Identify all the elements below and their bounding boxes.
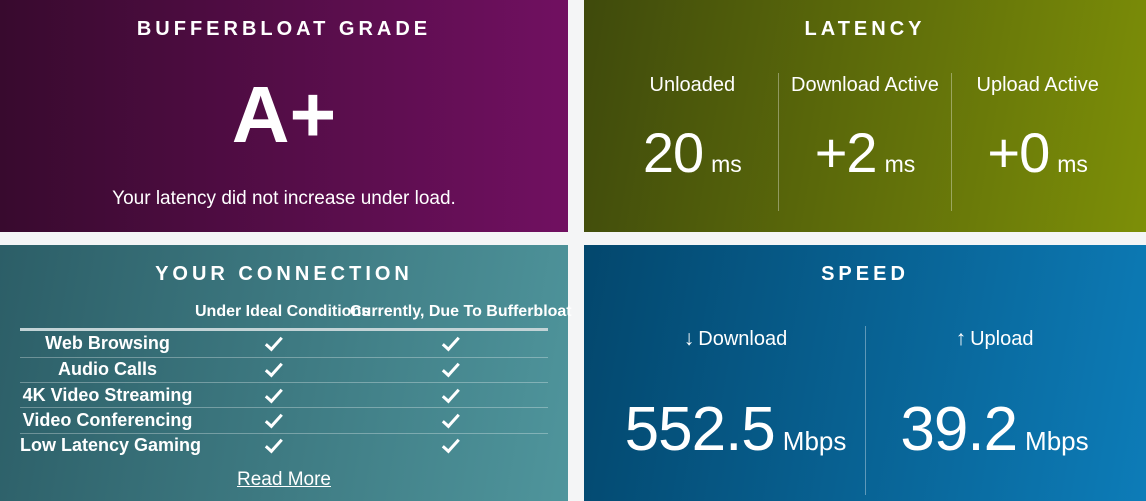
speed-unit: Mbps <box>1025 426 1089 457</box>
check-icon <box>264 435 283 454</box>
table-row: 4K Video Streaming <box>20 381 548 407</box>
check-icon <box>441 435 460 454</box>
speed-panel-title: SPEED <box>821 263 909 285</box>
check-icon <box>441 409 460 429</box>
download-arrow-icon: ↓ <box>683 327 695 350</box>
latency-metric-upload-active: Upload Active +0 ms <box>950 73 1124 211</box>
latency-metric-label: Upload Active <box>976 74 1099 96</box>
latency-metric-label: Download Active <box>791 74 939 96</box>
latency-metric-value: 20 <box>642 121 704 184</box>
latency-metrics: Unloaded 20 ms Download Active +2 ms Upl… <box>606 73 1123 211</box>
check-icon <box>264 358 283 378</box>
grade-description: Your latency did not increase under load… <box>112 188 456 209</box>
latency-metric-value: +0 <box>987 121 1050 184</box>
check-icon <box>264 333 283 352</box>
row-label: Audio Calls <box>57 359 157 380</box>
row-label: 4K Video Streaming <box>22 384 193 405</box>
latency-panel-title: LATENCY <box>804 18 926 40</box>
table-row: Web Browsing <box>20 331 548 356</box>
speed-metric-label: Upload <box>970 328 1034 350</box>
download-speed-value: 552.5 <box>624 395 776 465</box>
latency-metric-label: Unloaded <box>649 74 736 96</box>
upload-speed-value: 39.2 <box>900 395 1018 465</box>
latency-metric-download-active: Download Active +2 ms <box>778 73 951 211</box>
row-label: Web Browsing <box>45 333 170 354</box>
connection-panel: YOUR CONNECTION Under Ideal Conditions C… <box>0 245 572 501</box>
check-icon <box>264 409 283 429</box>
check-icon <box>441 358 460 378</box>
speed-panel: SPEED ↓ Download 552.5 Mbps ↑ Upload 39.2 … <box>584 245 1146 501</box>
grade-value-wrap: A+ <box>232 41 337 188</box>
latency-metric-unit: ms <box>1057 151 1088 177</box>
upload-arrow-icon: ↑ <box>955 327 967 350</box>
connection-table: Under Ideal Conditions Currently, Due To… <box>20 302 572 458</box>
row-label: Low Latency Gaming <box>20 435 202 456</box>
column-header-ideal: Under Ideal Conditions <box>195 303 371 320</box>
grade-value: A+ <box>231 69 337 159</box>
connection-panel-title: YOUR CONNECTION <box>155 263 413 285</box>
check-icon <box>264 384 283 403</box>
latency-metric-value: +2 <box>814 121 878 184</box>
speed-metrics: ↓ Download 552.5 Mbps ↑ Upload 39.2 Mbps <box>606 326 1124 496</box>
row-label: Video Conferencing <box>22 410 193 431</box>
latency-panel: LATENCY Unloaded 20 ms Download Active +… <box>584 0 1146 232</box>
latency-metric-unit: ms <box>884 151 916 177</box>
table-row: Audio Calls <box>20 356 548 382</box>
speed-metric-upload: ↑ Upload 39.2 Mbps <box>864 326 1124 496</box>
speed-metric-label: Download <box>698 328 788 350</box>
table-row: Low Latency Gaming <box>20 432 548 458</box>
speed-metric-download: ↓ Download 552.5 Mbps <box>606 326 864 495</box>
check-icon <box>441 333 460 352</box>
column-header-current: Currently, Due To Bufferbloat <box>350 303 572 320</box>
grade-panel-title: BUFFERBLOAT GRADE <box>136 18 432 40</box>
bufferbloat-grade-panel: BUFFERBLOAT GRADE A+ Your latency did no… <box>0 0 568 232</box>
check-icon <box>441 384 460 403</box>
read-more-link[interactable]: Read More <box>237 469 331 491</box>
connection-table-header: Under Ideal Conditions Currently, Due To… <box>20 302 572 332</box>
latency-metric-unit: ms <box>711 151 742 177</box>
latency-metric-unloaded: Unloaded 20 ms <box>606 73 778 211</box>
speed-unit: Mbps <box>782 426 847 457</box>
table-row: Video Conferencing <box>20 407 548 432</box>
